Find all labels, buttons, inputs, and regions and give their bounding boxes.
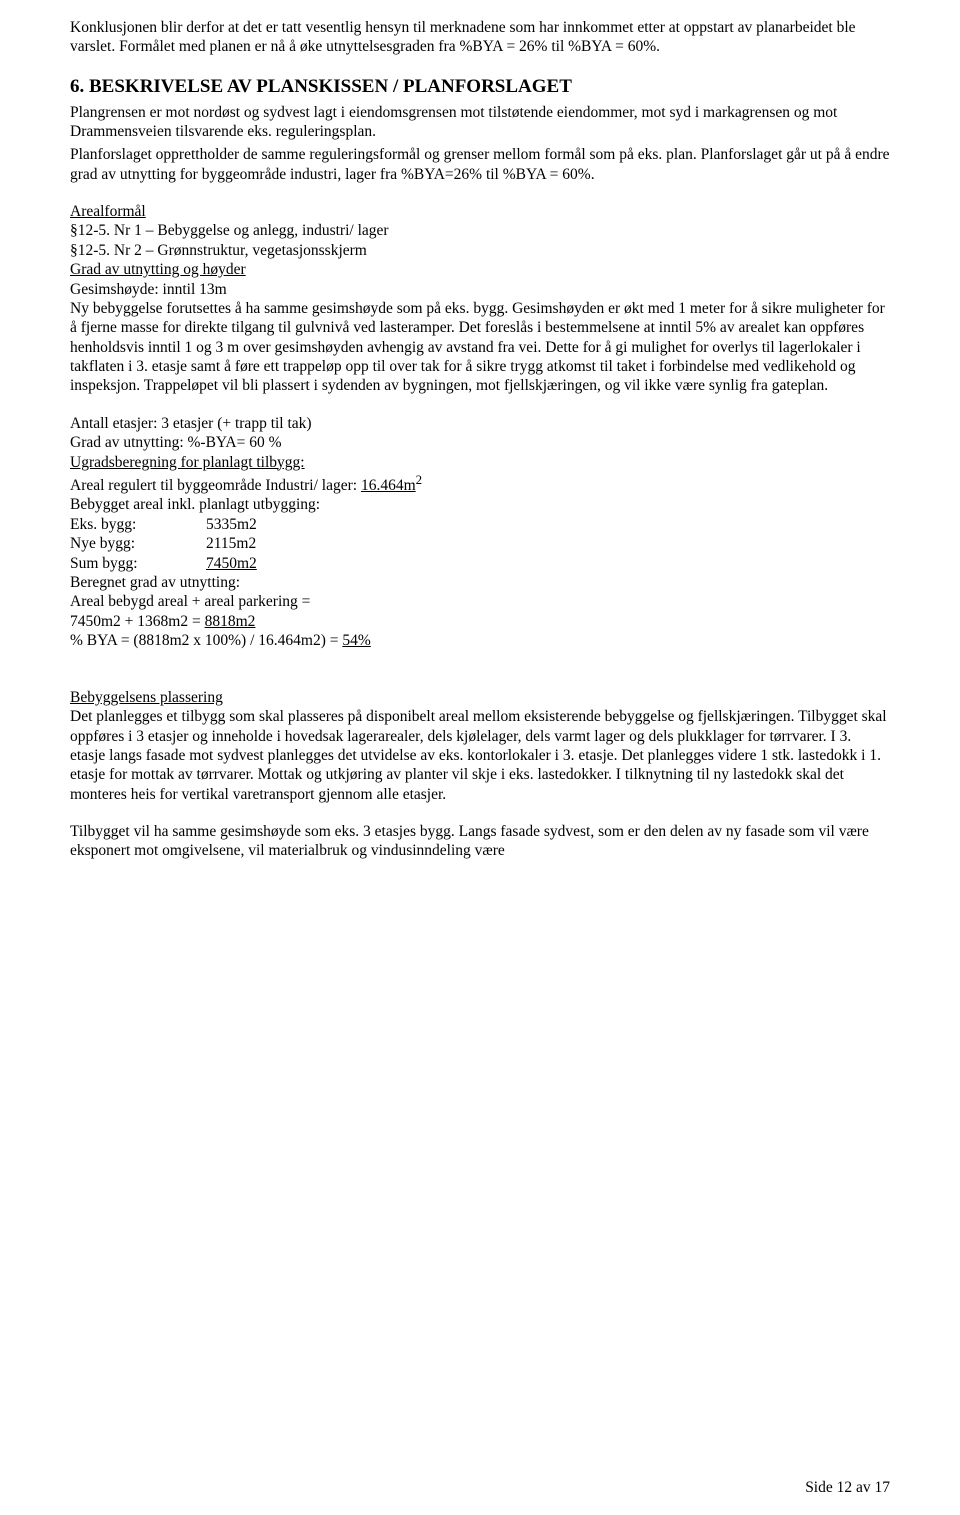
ugrads-label: Ugradsberegning for planlagt tilbygg:	[70, 453, 890, 472]
eksbygg-value: 5335m2	[206, 515, 257, 534]
ugrads-l1-u: 16.464m	[361, 477, 416, 494]
section6-p2: Planforslaget opprettholder de samme reg…	[70, 145, 890, 184]
nyebygg-value: 2115m2	[206, 534, 256, 553]
ugrads-l1-sup: 2	[416, 472, 422, 487]
bya-line: % BYA = (8818m2 x 100%) / 16.464m2) = 54…	[70, 631, 890, 650]
plassering-label: Bebyggelsens plassering	[70, 688, 890, 707]
beregnet-l3-u: 8818m2	[205, 613, 256, 630]
ugrads-l1-pre: Areal regulert til byggeområde Industri/…	[70, 477, 361, 494]
sumbygg-label: Sum bygg:	[70, 554, 170, 573]
section6-p1: Plangrensen er mot nordøst og sydvest la…	[70, 103, 890, 142]
nyebygg-label: Nye bygg:	[70, 534, 170, 553]
arealformal-l2: §12-5. Nr 2 – Grønnstruktur, vegetasjons…	[70, 241, 890, 260]
beregnet-l3-pre: 7450m2 + 1368m2 =	[70, 613, 205, 630]
beregnet-l1: Beregnet grad av utnytting:	[70, 573, 890, 592]
ugrads-l1: Areal regulert til byggeområde Industri/…	[70, 472, 890, 496]
plassering-p2: Tilbygget vil ha samme gesimshøyde som e…	[70, 822, 890, 861]
beregnet-l3: 7450m2 + 1368m2 = 8818m2	[70, 612, 890, 631]
eksbygg-label: Eks. bygg:	[70, 515, 170, 534]
beregnet-l2: Areal bebygd areal + areal parkering =	[70, 592, 890, 611]
grad-label: Grad av utnytting og høyder	[70, 260, 890, 279]
ugrads-l2: Bebygget areal inkl. planlagt utbygging:	[70, 495, 890, 514]
sumbygg-value: 7450m2	[206, 554, 257, 573]
intro-paragraph: Konklusjonen blir derfor at det er tatt …	[70, 18, 890, 57]
page-footer: Side 12 av 17	[805, 1478, 890, 1497]
grad-p1: Ny bebyggelse forutsettes å ha samme ges…	[70, 299, 890, 396]
bya-u: 54%	[342, 632, 370, 649]
plassering-p1: Det planlegges et tilbygg som skal plass…	[70, 707, 890, 804]
etasjer-l1: Antall etasjer: 3 etasjer (+ trapp til t…	[70, 414, 890, 433]
bya-pre: % BYA = (8818m2 x 100%) / 16.464m2) =	[70, 632, 342, 649]
grad-l1: Gesimshøyde: inntil 13m	[70, 280, 890, 299]
arealformal-l1: §12-5. Nr 1 – Bebyggelse og anlegg, indu…	[70, 221, 890, 240]
section-6-title: 6. BESKRIVELSE AV PLANSKISSEN / PLANFORS…	[70, 75, 890, 99]
arealformal-label: Arealformål	[70, 202, 890, 221]
etasjer-l2: Grad av utnytting: %-BYA= 60 %	[70, 433, 890, 452]
